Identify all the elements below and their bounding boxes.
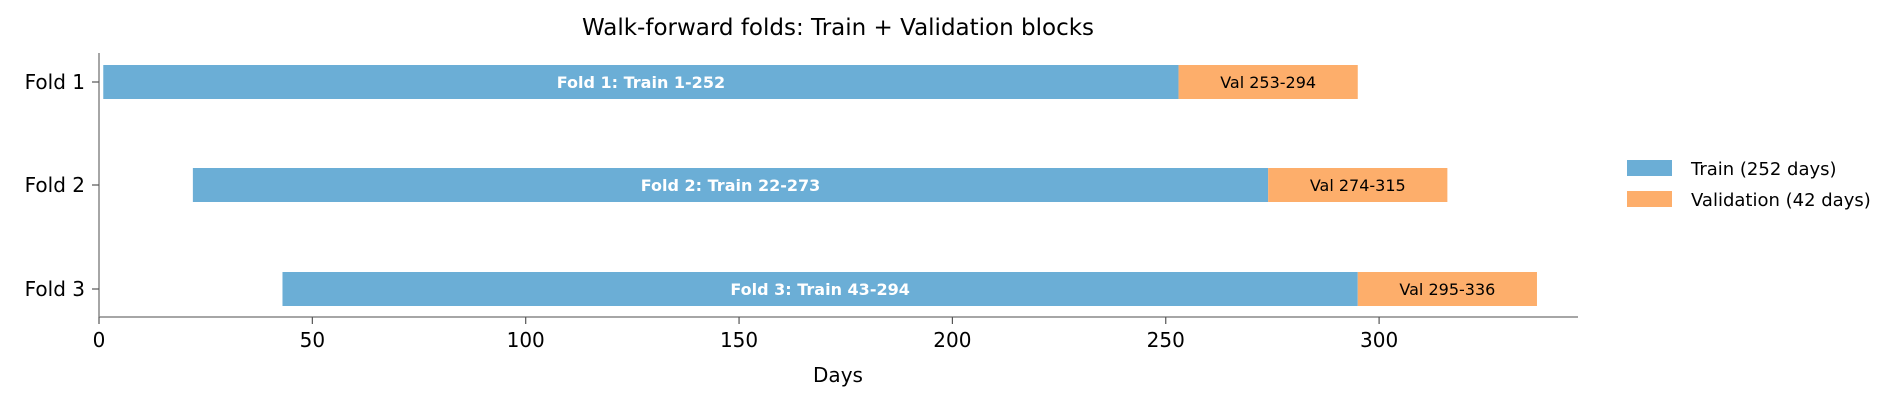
- x-axis-label: Days: [813, 363, 863, 387]
- axes: 0 50 100 150 200 250 300 Fold 1 Fold 2 Fold 3: [25, 53, 1578, 352]
- y-tick-label-fold-2: Fold 2: [25, 173, 85, 197]
- val-label-fold-2: Val 274-315: [1310, 176, 1406, 195]
- x-tick-label-50: 50: [300, 328, 325, 352]
- train-label-fold-3: Fold 3: Train 43-294: [730, 280, 909, 299]
- val-bar-fold-2: [1268, 168, 1448, 202]
- x-tick-label-250: 250: [1147, 328, 1185, 352]
- x-tick-label-0: 0: [93, 328, 106, 352]
- plot-area: Fold 1: Train 1-252 Fold 2: Train 22-273 F…: [103, 65, 1537, 306]
- train-label-fold-2: Fold 2: Train 22-273: [641, 176, 820, 195]
- x-tick-label-150: 150: [720, 328, 758, 352]
- val-label-fold-1: Val 253-294: [1220, 73, 1316, 92]
- train-bar-fold-1: [103, 65, 1179, 99]
- x-tick-label-100: 100: [507, 328, 545, 352]
- train-bar-fold-2: [192, 168, 1269, 202]
- y-tick-label-fold-3: Fold 3: [25, 277, 85, 301]
- legend: Train (252 days) Validation (42 days): [1627, 159, 1871, 211]
- chart-title: Walk-forward folds: Train + Validation b…: [582, 15, 1094, 41]
- x-tick-label-300: 300: [1360, 328, 1398, 352]
- val-bar-fold-1: [1178, 65, 1358, 99]
- legend-swatch-train: [1627, 160, 1672, 176]
- train-label-fold-1: Fold 1: Train 1-252: [557, 73, 725, 92]
- val-label-fold-3: Val 295-336: [1399, 280, 1495, 299]
- val-bar-fold-3: [1357, 272, 1537, 306]
- legend-label-train: Train (252 days): [1690, 159, 1837, 180]
- x-tick-label-200: 200: [933, 328, 971, 352]
- legend-label-val: Validation (42 days): [1691, 190, 1871, 211]
- train-bar-fold-3: [282, 272, 1358, 306]
- legend-swatch-val: [1627, 191, 1672, 207]
- y-tick-label-fold-1: Fold 1: [25, 70, 85, 94]
